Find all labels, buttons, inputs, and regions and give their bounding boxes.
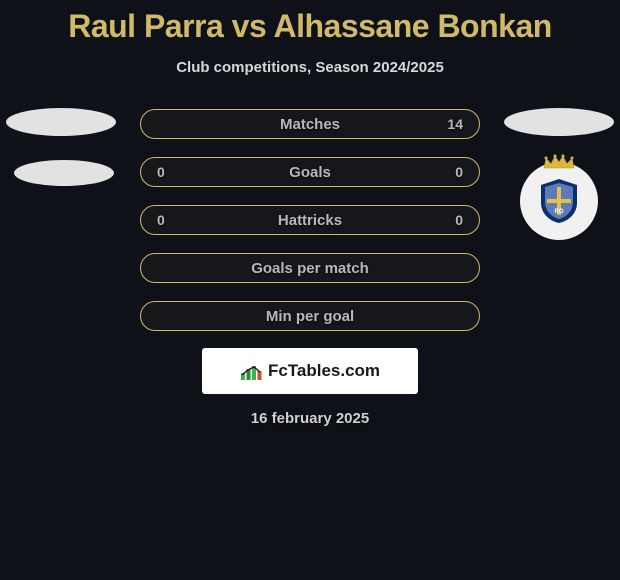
stat-pill-matches: Matches 14: [140, 109, 480, 139]
stat-pill-min-per-goal: Min per goal: [140, 301, 480, 331]
stat-row: Goals per match: [0, 252, 620, 284]
stat-row: 0 Goals 0: [0, 156, 620, 188]
stat-right: 0: [455, 212, 463, 228]
page-title: Raul Parra vs Alhassane Bonkan: [0, 0, 620, 45]
stat-left: 0: [157, 164, 165, 180]
comparison-content: RO Matches 14 0 Goals 0 0 Hattricks 0 Go…: [0, 108, 620, 427]
stat-label: Goals per match: [251, 260, 369, 277]
stat-label: Min per goal: [266, 308, 354, 325]
logo-text: FcTables.com: [268, 361, 380, 381]
stat-pill-hattricks: 0 Hattricks 0: [140, 205, 480, 235]
subtitle: Club competitions, Season 2024/2025: [0, 59, 620, 76]
date-label: 16 february 2025: [0, 410, 620, 427]
chart-icon: [240, 361, 264, 381]
stat-pill-goals-per-match: Goals per match: [140, 253, 480, 283]
stat-row: Matches 14: [0, 108, 620, 140]
source-logo: FcTables.com: [202, 348, 418, 394]
stat-right: 14: [447, 116, 463, 132]
stat-label: Hattricks: [278, 212, 342, 229]
stat-right: 0: [455, 164, 463, 180]
stat-label: Goals: [289, 164, 331, 181]
stat-left: 0: [157, 212, 165, 228]
stat-row: 0 Hattricks 0: [0, 204, 620, 236]
stat-row: Min per goal: [0, 300, 620, 332]
stat-label: Matches: [280, 116, 340, 133]
stat-pill-goals: 0 Goals 0: [140, 157, 480, 187]
